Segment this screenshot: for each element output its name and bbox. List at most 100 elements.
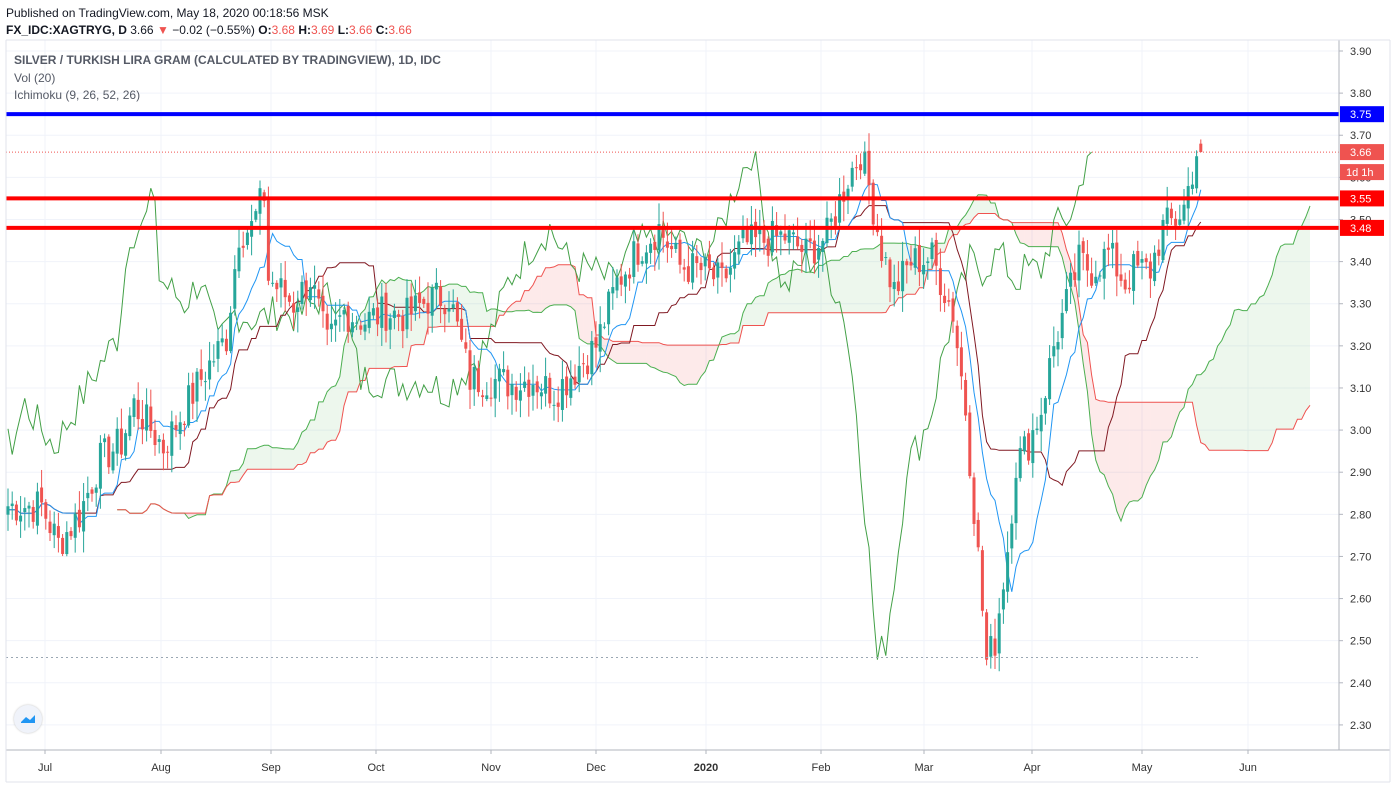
candle-body (951, 298, 955, 322)
cloud-segment (822, 261, 827, 313)
candle-body (258, 188, 262, 214)
candle-body (296, 307, 300, 312)
candle-body (439, 286, 443, 306)
candle-body (724, 268, 728, 279)
candle-body (464, 342, 468, 349)
price-axis[interactable]: 3.903.803.703.603.503.403.303.203.103.00… (1339, 46, 1384, 732)
cloud-segment (831, 260, 836, 313)
horizontal-levels[interactable] (6, 112, 1339, 659)
candle-body (653, 241, 657, 250)
span-a-line (117, 194, 1311, 523)
candle-body (959, 347, 963, 377)
candle-body (350, 322, 354, 333)
candle-body (812, 240, 816, 264)
candle-body (1174, 218, 1178, 226)
candle-body (1106, 247, 1110, 250)
cloud-segment (520, 290, 525, 311)
tradingview-logo[interactable] (14, 705, 42, 733)
y-tick-label: 3.00 (1350, 425, 1371, 437)
candle-body (682, 267, 686, 270)
cloud-segment (394, 277, 399, 367)
ichimoku-lines (7, 151, 1311, 660)
candle-body (1136, 250, 1140, 266)
candle-body (107, 436, 111, 468)
candle-body (892, 281, 896, 290)
candle-body (199, 369, 203, 380)
candle-body (1123, 279, 1127, 290)
cloud-segment (1150, 402, 1155, 477)
cloud-segment (281, 448, 286, 470)
candle-body (422, 298, 426, 305)
cloud-segment (188, 513, 193, 519)
cloud-segment (1175, 402, 1180, 424)
cloud-segment (797, 269, 802, 313)
candle-body (380, 296, 384, 328)
cloud-segment (537, 276, 542, 313)
cloud-segment (1100, 400, 1105, 475)
candle-body (275, 282, 279, 290)
x-tick-label: Mar (915, 762, 934, 774)
candle-body (548, 377, 552, 404)
cloud-segment (558, 264, 563, 305)
candle-body (115, 428, 119, 454)
candle-body (14, 504, 18, 521)
cloud-segment (390, 279, 395, 369)
candle-body (82, 501, 86, 532)
cloud-segment (344, 332, 349, 406)
candles[interactable] (6, 133, 1203, 672)
candle-body (674, 242, 678, 249)
cloud-segment (852, 251, 857, 313)
cloud-segment (1297, 226, 1302, 420)
base-line (8, 205, 1202, 514)
candle-body (640, 261, 644, 264)
cloud-segment (659, 342, 664, 373)
candle-body (544, 376, 548, 394)
candle-body (787, 230, 791, 243)
cloud-segment (843, 256, 848, 313)
candle-body (94, 487, 98, 493)
cloud-segment (759, 295, 764, 326)
candle-body (636, 243, 640, 265)
cloud-segment (1016, 222, 1021, 243)
candle-body (737, 241, 741, 255)
cloud-segment (990, 203, 995, 214)
cloud-segment (1104, 401, 1109, 487)
candle-body (1060, 312, 1064, 339)
cloud-segment (302, 429, 307, 465)
candle-body (758, 228, 762, 235)
candle-body (174, 425, 178, 430)
candle-body (1165, 207, 1169, 224)
level-tag-3.55-bg (1340, 190, 1384, 207)
cloud-segment (1305, 205, 1310, 411)
candle-body (170, 421, 174, 456)
candle-body (367, 311, 371, 328)
cloud-segment (318, 401, 323, 450)
time-axis[interactable]: Jul Aug Sep Oct Nov Dec 2020 Feb Mar Apr May Jun (38, 750, 1257, 774)
cloud-segment (230, 470, 235, 483)
candle-body (770, 220, 774, 253)
candle-body (1073, 272, 1077, 281)
candle-body (98, 442, 102, 489)
cloud-segment (974, 194, 979, 218)
cloud-segment (549, 266, 554, 306)
cloud-segment (793, 269, 798, 313)
legend-ichimoku: Ichimoku (9, 26, 52, 26) (14, 88, 140, 102)
cloud-segment (1167, 402, 1172, 442)
cloud-segment (255, 446, 260, 470)
candle-body (586, 365, 590, 375)
candle-body (1127, 287, 1131, 290)
open-label: O: (258, 23, 272, 37)
cloud-segment (268, 445, 273, 470)
candle-body (829, 218, 833, 222)
last-price: 3.66 (130, 23, 154, 37)
cloud-segment (348, 329, 353, 392)
x-tick-label: Sep (261, 762, 281, 774)
candle-body (187, 385, 191, 426)
candle-body (762, 226, 766, 243)
candle-body (111, 451, 115, 471)
cloud-segment (869, 248, 874, 313)
candle-body (968, 412, 972, 477)
candle-body (1035, 428, 1039, 431)
x-tick-label: Jul (38, 762, 52, 774)
